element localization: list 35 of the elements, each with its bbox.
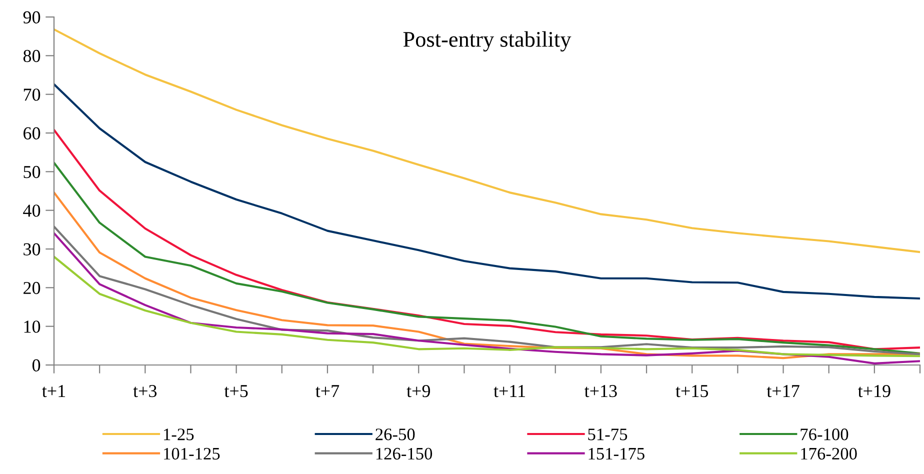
line-series xyxy=(54,192,920,360)
x-tick-label: t+3 xyxy=(133,385,157,398)
x-tick-label: t+19 xyxy=(858,385,890,398)
x-tick-label: t+13 xyxy=(584,385,617,398)
text: Post-entry stability xyxy=(403,31,572,52)
y-tick-label: 70 xyxy=(24,88,40,101)
legend-label: 51-75 xyxy=(588,428,628,440)
y-tick-label: 60 xyxy=(24,127,40,140)
legend-label: 26-50 xyxy=(376,428,415,440)
line-series xyxy=(54,256,920,358)
y-tick-label: 80 xyxy=(23,50,40,62)
legend-label: 176-200 xyxy=(801,448,857,460)
y-tick-label: 50 xyxy=(24,166,40,178)
y-tick-label: 10 xyxy=(24,320,40,333)
x-tick-label: t+7 xyxy=(316,385,340,398)
y-tick-label: 30 xyxy=(24,243,40,256)
line-series xyxy=(54,128,920,350)
line-series xyxy=(54,83,920,300)
y-tick-label: 20 xyxy=(24,282,40,294)
x-tick-label: t+9 xyxy=(406,385,430,398)
y-tick-label: 0 xyxy=(32,359,40,372)
x-tick-label: t+17 xyxy=(766,385,800,398)
legend-label: 126-150 xyxy=(376,448,432,460)
line-series xyxy=(54,162,920,354)
x-tick-label: t+15 xyxy=(676,385,708,398)
legend-label: 1-25 xyxy=(164,428,194,440)
legend-label: 101-125 xyxy=(164,448,220,460)
legend-label: 76-100 xyxy=(800,428,848,440)
line-series xyxy=(54,28,920,254)
y-tick-label: 90 xyxy=(23,11,40,24)
x-tick-label: t+11 xyxy=(494,385,525,398)
x-tick-label: t+1 xyxy=(42,385,66,398)
legend-label: 151-175 xyxy=(588,448,644,460)
x-tick-label: t+5 xyxy=(224,385,248,398)
y-tick-label: 40 xyxy=(23,204,40,217)
